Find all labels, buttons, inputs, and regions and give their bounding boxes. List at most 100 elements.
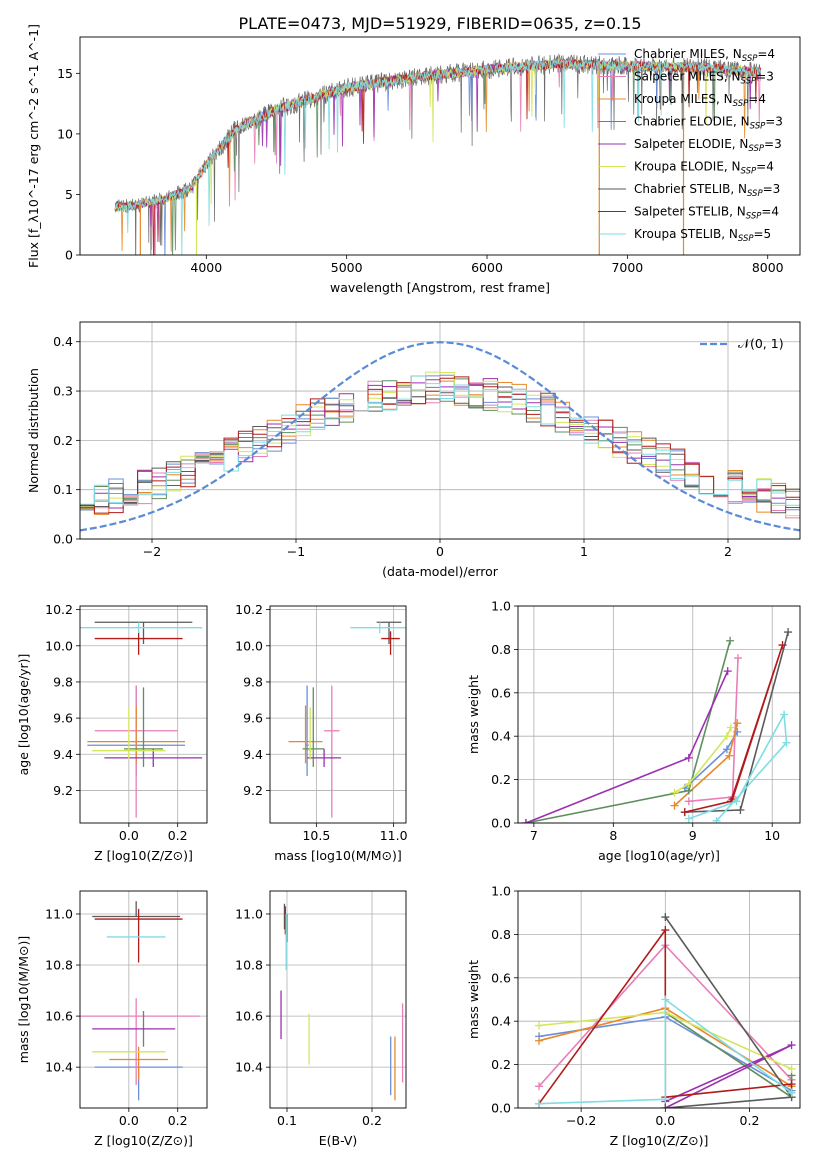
y-tick-label: 0.8: [491, 642, 511, 657]
axes-frame: [79, 36, 801, 256]
y-tick-label: 0.2: [491, 772, 511, 787]
y-tick-label: 0.6: [491, 970, 511, 985]
x-tick-label: 4000: [190, 260, 222, 275]
weight-marker: [535, 1021, 544, 1030]
y-tick-label: 0.2: [491, 1057, 511, 1072]
y-tick-label: 10.2: [235, 602, 263, 617]
y-axis-label: age [log10(age/yr)]: [16, 654, 31, 776]
x-axis-label: wavelength [Angstrom, rest frame]: [330, 280, 550, 295]
weight-marker: [787, 1080, 796, 1089]
weight-marker: [712, 816, 721, 823]
x-tick-label: 10: [764, 828, 780, 843]
plot-area: [80, 621, 203, 818]
x-tick-label: 2: [724, 544, 732, 559]
y-tick-label: 9.2: [243, 783, 263, 798]
weight-marker: [661, 1095, 670, 1104]
y-tick-label: 10.4: [45, 1060, 73, 1075]
y-tick-label: 10.0: [235, 638, 263, 653]
y-tick-label: 0.3: [53, 384, 73, 399]
weight-marker: [733, 719, 742, 728]
x-tick-label: 0.0: [655, 1113, 675, 1128]
y-tick-label: 5: [65, 187, 73, 202]
weight-marker: [782, 738, 791, 747]
y-tick-label: 0.4: [491, 729, 511, 744]
axes-frame: [269, 605, 407, 824]
panel-mass-vs-Z: 0.0 0.2 10.4 10.6 10.8 11.0 Z [log10(Z/Z⊙)] mas…: [16, 890, 208, 1148]
weight-marker: [521, 819, 530, 823]
gaussian-legend-label: 𝒩(0, 1): [738, 336, 784, 351]
x-tick-label: 6000: [471, 260, 503, 275]
weight-series-8: [684, 644, 784, 813]
weight-marker: [723, 667, 732, 676]
x-axis-label: (data-model)/error: [382, 564, 499, 579]
weight-marker: [661, 1104, 670, 1108]
axes-frame: [79, 890, 208, 1109]
weight-marker: [670, 788, 679, 797]
plot-area: [80, 901, 200, 1101]
y-tick-label: 11.0: [235, 906, 263, 921]
x-tick-label: 0.0: [119, 828, 139, 843]
weight-marker: [684, 814, 693, 823]
x-tick-label: 1: [580, 544, 588, 559]
y-tick-label: 15: [57, 66, 73, 81]
y-axis-label: mass weight: [466, 960, 481, 1039]
x-tick-label: 0.2: [168, 1113, 188, 1128]
weight-marker: [787, 1041, 796, 1050]
y-axis-label: mass weight: [466, 675, 481, 754]
y-tick-label: 9.4: [243, 747, 263, 762]
weight-marker: [725, 751, 734, 760]
legend-entry: Kroupa STELIB, NSSP=5: [634, 227, 771, 244]
x-tick-label: 0.1: [277, 1113, 297, 1128]
weight-marker: [661, 913, 670, 922]
weight-marker: [787, 1088, 796, 1097]
y-tick-label: 10.6: [45, 1009, 73, 1024]
y-tick-label: 9.8: [53, 674, 73, 689]
panel-mass-weight-vs-age: 7 8 9 10 0.0 0.2 0.4 0.6 0.8 1.0 age [log10(age/yr…: [466, 599, 801, 863]
y-tick-label: 0.0: [53, 532, 73, 547]
weight-marker: [670, 801, 679, 810]
weight-marker: [734, 654, 743, 663]
x-axis-label: Z [log10(Z/Z⊙)]: [94, 848, 193, 863]
y-tick-label: 0.6: [491, 685, 511, 700]
weight-marker: [684, 797, 693, 806]
plot-area: [288, 621, 406, 818]
y-axis-label: mass [log10(M/M⊙)]: [16, 936, 31, 1064]
x-axis-label: mass [log10(M/M⊙)]: [274, 848, 402, 863]
x-tick-label: 7000: [611, 260, 643, 275]
y-tick-label: 0.2: [53, 433, 73, 448]
weight-marker: [784, 628, 793, 637]
panel-residual-histogram: −2 −1 0 1 2 0.0 0.1 0.2 0.3 0.4 (data-model)/error…: [26, 321, 801, 579]
weight-marker: [661, 995, 670, 1004]
x-tick-label: 11.0: [380, 828, 408, 843]
x-tick-label: −0.2: [566, 1113, 596, 1128]
y-tick-label: 11.0: [45, 906, 73, 921]
y-tick-label: 9.6: [243, 711, 263, 726]
y-tick-label: 0: [65, 248, 73, 263]
x-axis-label: Z [log10(Z/Z⊙)]: [94, 1133, 193, 1148]
weight-marker: [726, 636, 735, 645]
x-tick-label: 10.5: [302, 828, 330, 843]
histogram-series-6: [80, 371, 800, 539]
y-axis-label: Normed distribution: [26, 368, 41, 493]
y-tick-label: 10.8: [235, 958, 263, 973]
axes-frame: [269, 890, 407, 1109]
panel-mass-vs-EBV: 0.1 0.2 10.4 10.6 10.8 11.0 E(B-V): [235, 890, 407, 1148]
plot-area: [535, 913, 796, 1108]
plot-area: [280, 903, 404, 1101]
weight-marker: [661, 926, 670, 935]
gaussian-curve: [80, 341, 800, 532]
x-axis-label: E(B-V): [319, 1133, 358, 1148]
axes-frame: [517, 605, 801, 824]
x-tick-label: −2: [143, 544, 161, 559]
weight-marker: [684, 779, 693, 788]
plot-area: [521, 628, 793, 823]
legend-entry: Chabrier STELIB, NSSP=3: [634, 182, 780, 199]
y-tick-label: 0.0: [491, 1101, 511, 1116]
panel-mass-weight-vs-Z: −0.2 0.0 0.2 0.0 0.2 0.4 0.6 0.8 1.0 Z [log10(Z/Z…: [466, 884, 801, 1148]
x-tick-label: 0.2: [168, 828, 188, 843]
panel-age-vs-mass: 10.5 11.0 9.2 9.4 9.6 9.8 10.0 10.2 mass [log10(…: [235, 602, 408, 863]
x-tick-label: 0.2: [362, 1113, 382, 1128]
figure-title: PLATE=0473, MJD=51929, FIBERID=0635, z=0…: [238, 14, 641, 33]
y-tick-label: 0.0: [491, 816, 511, 831]
